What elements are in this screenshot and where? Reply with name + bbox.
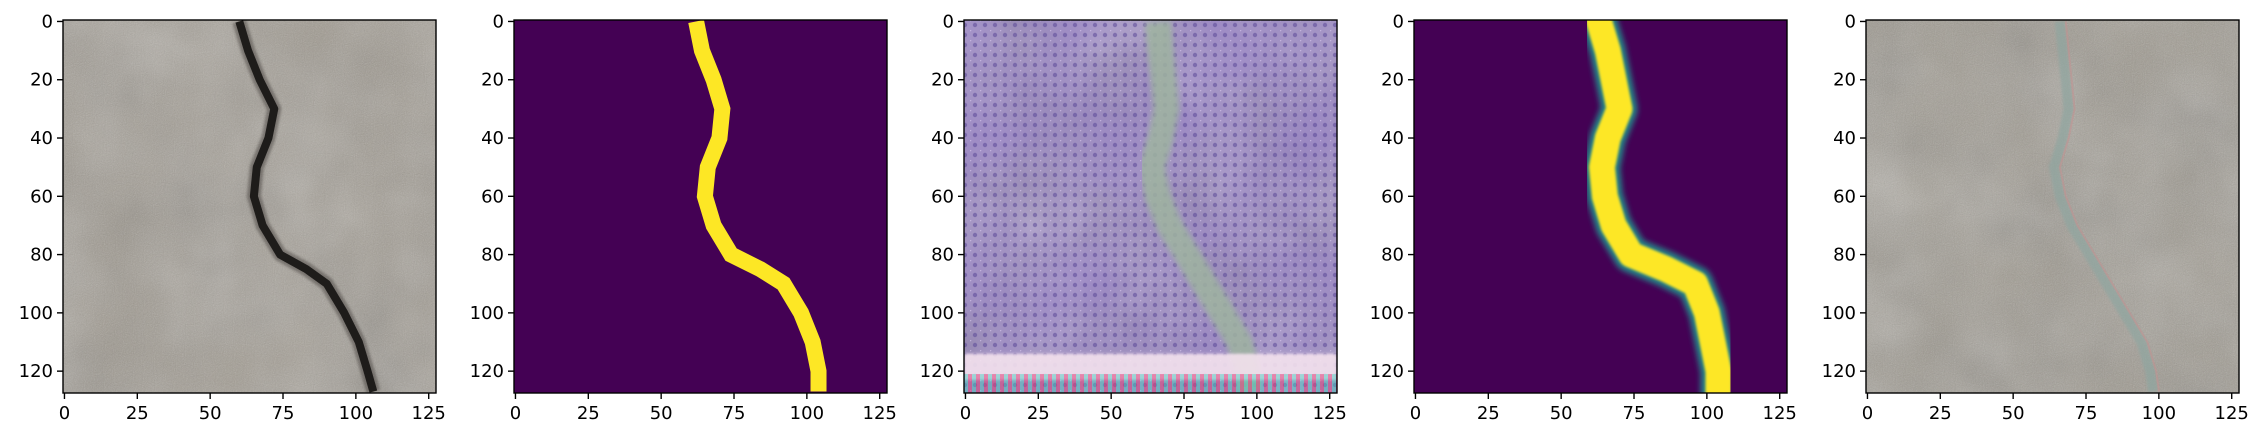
y-tick-label: 120 bbox=[1822, 361, 1856, 382]
crack-line bbox=[2048, 20, 2158, 393]
image-area bbox=[63, 20, 436, 393]
x-tick-label: 0 bbox=[1410, 403, 1421, 424]
axis-frame bbox=[513, 19, 888, 394]
y-tick-label: 80 bbox=[30, 245, 53, 266]
x-tick-label: 25 bbox=[1027, 403, 1050, 424]
axis-frame bbox=[1413, 19, 1788, 394]
x-tick-label: 100 bbox=[790, 403, 824, 424]
y-tick-label: 60 bbox=[1833, 186, 1856, 207]
y-tick-label: 80 bbox=[481, 245, 504, 266]
y-tick-label: 120 bbox=[470, 361, 504, 382]
x-tick-label: 25 bbox=[1477, 403, 1500, 424]
x-tick-label: 100 bbox=[1240, 403, 1274, 424]
image-area bbox=[1414, 20, 1787, 393]
y-tick-label: 100 bbox=[1370, 303, 1404, 324]
x-tick-label: 75 bbox=[1173, 403, 1196, 424]
y-tick-label: 120 bbox=[920, 361, 954, 382]
y-tick-label: 100 bbox=[470, 303, 504, 324]
crack-line bbox=[1138, 20, 1264, 393]
x-tick-label: 125 bbox=[412, 403, 446, 424]
bottom-artifact-stripes bbox=[964, 374, 1337, 393]
y-tick-label: 120 bbox=[19, 361, 53, 382]
x-tick-label: 75 bbox=[2075, 403, 2098, 424]
x-tick-label: 0 bbox=[59, 403, 70, 424]
y-tick-label: 60 bbox=[931, 186, 954, 207]
y-tick-label: 80 bbox=[1833, 245, 1856, 266]
x-tick-label: 25 bbox=[577, 403, 600, 424]
y-tick-label: 20 bbox=[1381, 70, 1404, 91]
y-tick-label: 0 bbox=[42, 11, 53, 32]
x-tick-label: 0 bbox=[960, 403, 971, 424]
image-area bbox=[1866, 20, 2239, 393]
x-tick-label: 0 bbox=[1862, 403, 1873, 424]
y-tick-label: 40 bbox=[481, 128, 504, 149]
y-tick-label: 20 bbox=[1833, 70, 1856, 91]
x-tick-label: 100 bbox=[2142, 403, 2176, 424]
x-tick-label: 25 bbox=[126, 403, 149, 424]
y-tick-label: 100 bbox=[920, 303, 954, 324]
image-area bbox=[964, 20, 1337, 393]
y-tick-label: 40 bbox=[1381, 128, 1404, 149]
x-tick-label: 0 bbox=[510, 403, 521, 424]
crack-fringe bbox=[2058, 21, 2161, 392]
y-tick-label: 20 bbox=[30, 70, 53, 91]
y-tick-label: 100 bbox=[19, 303, 53, 324]
y-tick-label: 60 bbox=[30, 186, 53, 207]
y-tick-label: 60 bbox=[1381, 186, 1404, 207]
panel-original-photo: 0 25 50 75 100 125 0 20 40 60 80 100 120 bbox=[19, 11, 446, 424]
x-tick-label: 50 bbox=[199, 403, 222, 424]
crack-line bbox=[235, 20, 378, 393]
x-tick-label: 50 bbox=[1550, 403, 1573, 424]
panel-ground-truth-mask: 0 25 50 75 100 125 0 20 40 60 80 100 120 bbox=[470, 11, 897, 424]
x-tick-label: 50 bbox=[1100, 403, 1123, 424]
x-tick-label: 100 bbox=[339, 403, 373, 424]
x-tick-label: 125 bbox=[2215, 403, 2249, 424]
axis-frame bbox=[1865, 19, 2240, 394]
y-tick-label: 120 bbox=[1370, 361, 1404, 382]
x-tick-label: 125 bbox=[1763, 403, 1797, 424]
crack-line bbox=[1586, 20, 1732, 393]
y-tick-label: 20 bbox=[931, 70, 954, 91]
y-tick-label: 100 bbox=[1822, 303, 1856, 324]
y-tick-label: 40 bbox=[30, 128, 53, 149]
x-tick-label: 100 bbox=[1690, 403, 1724, 424]
y-tick-label: 0 bbox=[1845, 11, 1856, 32]
panel-blended-overlay: 0 25 50 75 100 125 0 20 40 60 80 100 120 bbox=[1822, 11, 2249, 424]
x-tick-label: 125 bbox=[1313, 403, 1347, 424]
y-tick-label: 20 bbox=[481, 70, 504, 91]
crack-line bbox=[688, 20, 827, 392]
panel-predicted-mask: 0 25 50 75 100 125 0 20 40 60 80 100 120 bbox=[1370, 11, 1797, 424]
x-tick-label: 125 bbox=[863, 403, 897, 424]
y-tick-label: 0 bbox=[1393, 11, 1404, 32]
panel-generated-image: 0 25 50 75 100 125 0 20 40 60 80 100 120 bbox=[920, 11, 1347, 424]
x-tick-label: 75 bbox=[272, 403, 295, 424]
surface-grain bbox=[63, 20, 436, 393]
image-area bbox=[514, 20, 887, 393]
y-tick-label: 40 bbox=[1833, 128, 1856, 149]
y-tick-label: 0 bbox=[943, 11, 954, 32]
y-tick-label: 60 bbox=[481, 186, 504, 207]
y-tick-label: 80 bbox=[1381, 245, 1404, 266]
y-tick-label: 40 bbox=[931, 128, 954, 149]
x-tick-label: 50 bbox=[2002, 403, 2025, 424]
y-tick-label: 80 bbox=[931, 245, 954, 266]
axis-frame bbox=[963, 19, 1338, 394]
x-tick-label: 75 bbox=[1623, 403, 1646, 424]
y-tick-label: 0 bbox=[493, 11, 504, 32]
x-tick-label: 25 bbox=[1929, 403, 1952, 424]
x-tick-label: 75 bbox=[723, 403, 746, 424]
surface-grain bbox=[1866, 20, 2239, 393]
axis-frame bbox=[62, 19, 437, 394]
x-tick-label: 50 bbox=[650, 403, 673, 424]
